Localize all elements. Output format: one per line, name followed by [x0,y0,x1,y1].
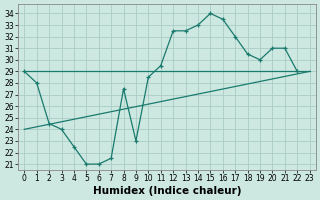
X-axis label: Humidex (Indice chaleur): Humidex (Indice chaleur) [93,186,241,196]
